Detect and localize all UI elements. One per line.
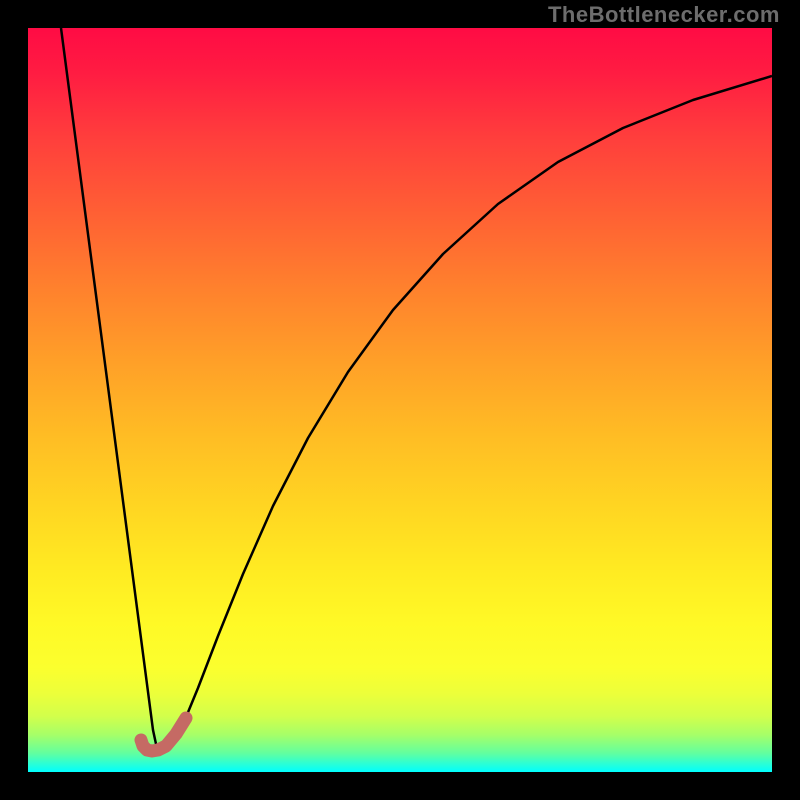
watermark-text: TheBottlenecker.com	[548, 2, 780, 28]
chart-frame: TheBottlenecker.com	[0, 0, 800, 800]
plot-area	[28, 28, 772, 772]
gradient-background	[28, 28, 772, 772]
plot-svg	[28, 28, 772, 772]
